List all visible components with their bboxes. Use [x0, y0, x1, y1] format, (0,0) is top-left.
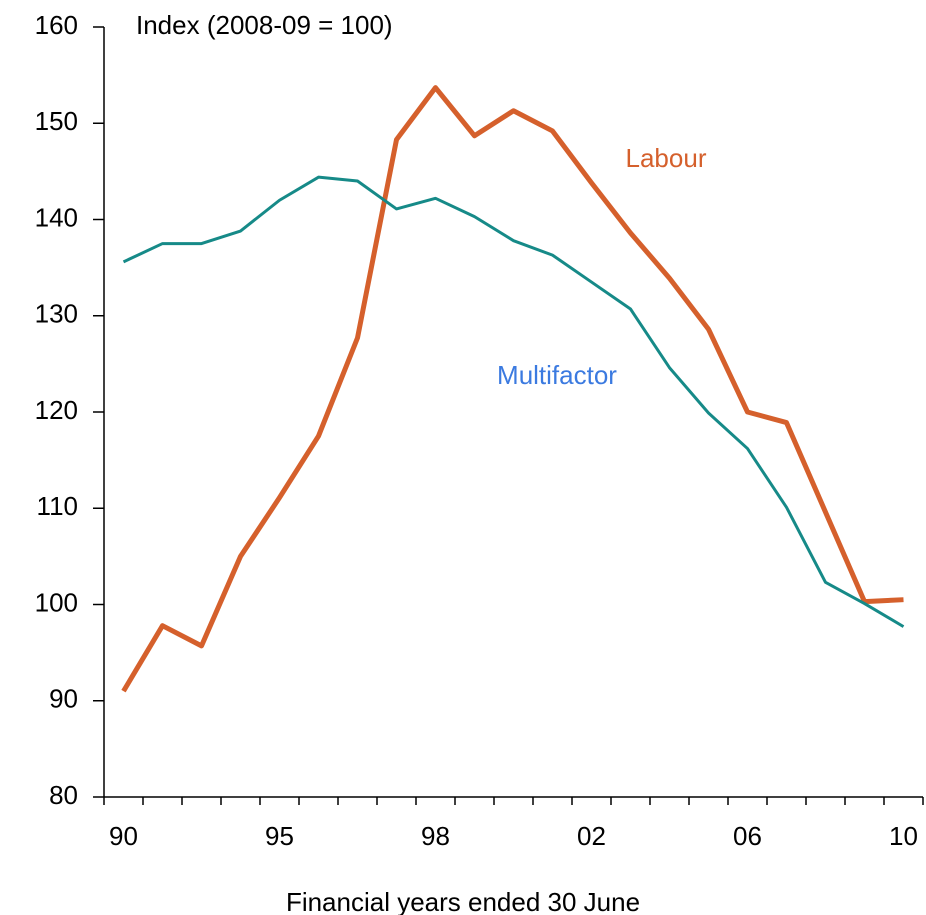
y-tick-label: 150 [35, 106, 78, 136]
x-tick-label: 95 [265, 821, 294, 851]
series-label: Multifactor [497, 360, 617, 390]
x-tick-label: 90 [109, 821, 138, 851]
y-tick-label: 110 [37, 491, 78, 521]
y-tick-label: 130 [35, 299, 78, 329]
x-axis-title: Financial years ended 30 June [286, 887, 640, 915]
y-tick-label: 160 [35, 10, 78, 40]
x-tick-label: 02 [577, 821, 606, 851]
x-tick-label: 06 [733, 821, 762, 851]
x-tick-label: 10 [889, 821, 918, 851]
chart-title: Index (2008-09 = 100) [136, 10, 393, 40]
series-line [122, 175, 905, 628]
series-label: Labour [626, 143, 707, 173]
y-tick-label: 120 [35, 395, 78, 425]
y-tick-label: 100 [35, 587, 78, 617]
y-tick-label: 80 [49, 780, 78, 810]
y-tick-label: 90 [49, 684, 78, 714]
series-line [121, 85, 904, 693]
y-tick-label: 140 [35, 202, 78, 232]
x-tick-label: 98 [421, 821, 450, 851]
